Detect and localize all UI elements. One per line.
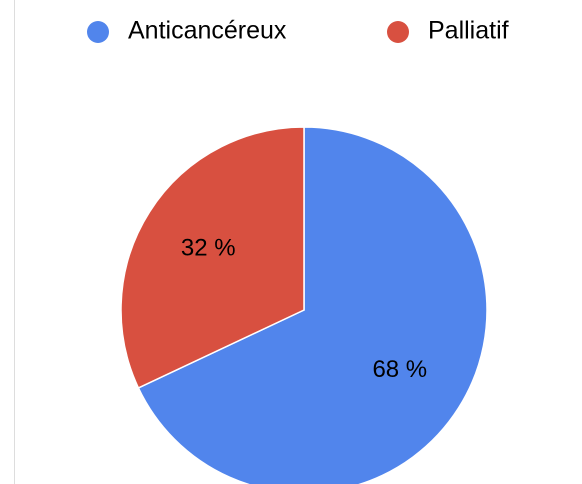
- legend-label: Anticancéreux: [128, 17, 287, 45]
- slice-label: 68 %: [372, 356, 427, 383]
- legend-label: Palliatif: [428, 17, 509, 45]
- legend-swatch: [387, 21, 409, 43]
- pie-slice: [120, 126, 305, 389]
- legend-swatch: [87, 21, 109, 43]
- chart-frame: [14, 0, 15, 484]
- slice-label: 32 %: [181, 235, 236, 262]
- pie-slice: [137, 126, 488, 484]
